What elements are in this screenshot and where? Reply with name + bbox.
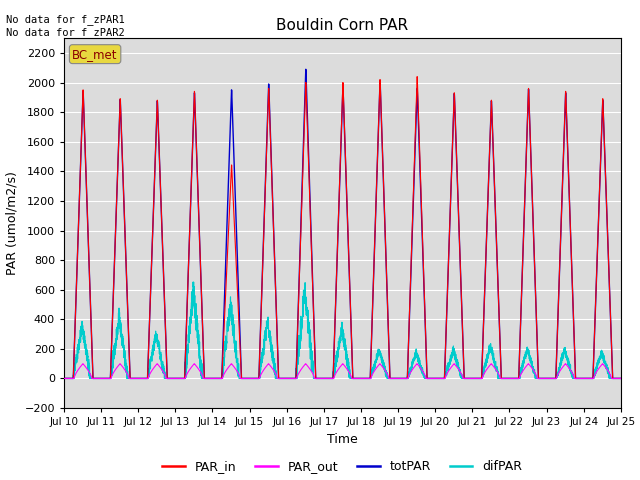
Legend: PAR_in, PAR_out, totPAR, difPAR: PAR_in, PAR_out, totPAR, difPAR — [157, 455, 527, 478]
Text: No data for f_zPAR1
No data for f_zPAR2: No data for f_zPAR1 No data for f_zPAR2 — [6, 14, 125, 38]
Text: BC_met: BC_met — [72, 48, 118, 60]
Title: Bouldin Corn PAR: Bouldin Corn PAR — [276, 18, 408, 33]
X-axis label: Time: Time — [327, 432, 358, 445]
Y-axis label: PAR (umol/m2/s): PAR (umol/m2/s) — [6, 171, 19, 275]
